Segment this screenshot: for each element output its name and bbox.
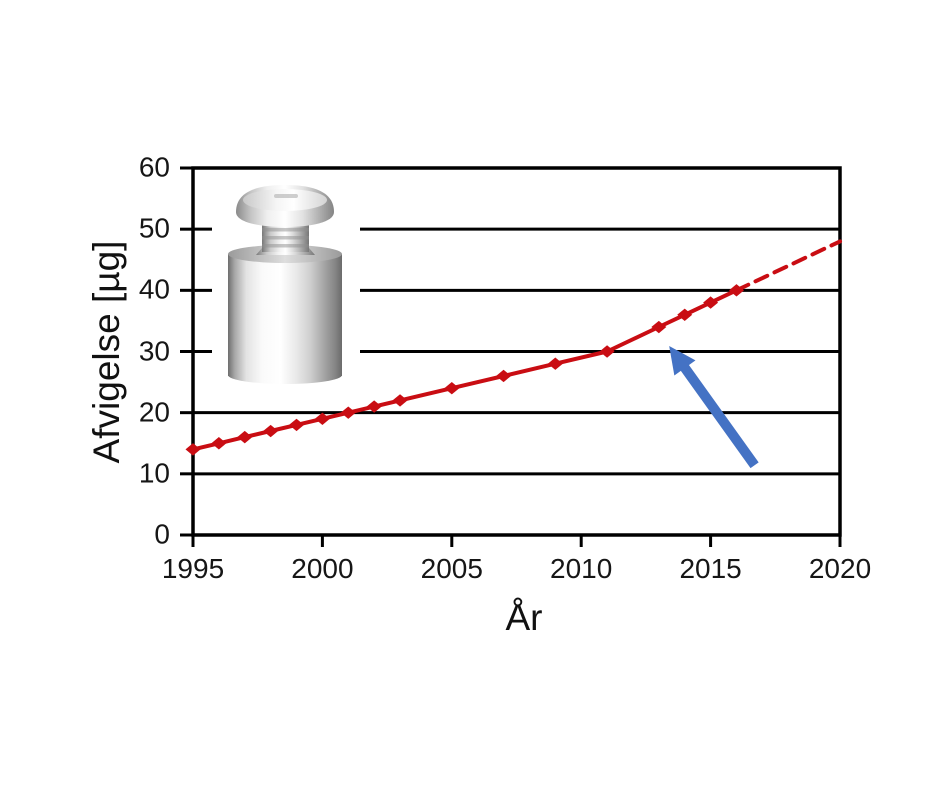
y-tick-label-30: 30 (138, 334, 170, 366)
slope-change-arrow-shaft (677, 360, 759, 469)
data-point-marker (185, 443, 201, 456)
data-point-marker (211, 437, 227, 450)
x-tick-label-2015: 2015 (679, 553, 742, 584)
x-tick-label-2000: 2000 (291, 553, 354, 584)
x-tick-label-1995: 1995 (161, 553, 225, 584)
y-tick-label-20: 20 (138, 396, 170, 428)
series-line-afvigelse-extrapolation (734, 239, 842, 293)
data-point-marker (340, 406, 356, 419)
x-tick-label-2010: 2010 (550, 553, 613, 584)
slope-change-arrow-head (669, 345, 696, 376)
calibration-weight-image (212, 178, 360, 392)
y-axis-title: Afvigelse [µg] (86, 240, 127, 464)
data-point-marker (703, 296, 719, 309)
data-point-marker (289, 418, 305, 432)
y-tick-label-50: 50 (138, 212, 170, 244)
data-point-marker (677, 308, 693, 321)
y-tick-label-60: 60 (138, 151, 170, 183)
data-point-marker (444, 382, 460, 395)
x-axis-title: År (505, 597, 543, 638)
x-tick-label-2020: 2020 (808, 553, 872, 584)
plot-border (191, 166, 842, 537)
x-tick-label-2005: 2005 (420, 553, 483, 584)
data-point-marker (263, 424, 279, 438)
data-point-marker (651, 320, 667, 334)
data-point-marker (496, 369, 512, 383)
y-tick-label-10: 10 (138, 457, 170, 489)
data-point-marker (599, 345, 615, 358)
data-point-marker (314, 412, 330, 425)
data-point-marker (366, 400, 382, 413)
y-tick-label-0: 0 (154, 518, 170, 550)
y-tick-label-40: 40 (138, 273, 170, 305)
data-point-marker (547, 357, 563, 370)
data-point-marker (392, 394, 408, 407)
chart-series (185, 239, 842, 469)
data-point-marker (237, 430, 253, 444)
